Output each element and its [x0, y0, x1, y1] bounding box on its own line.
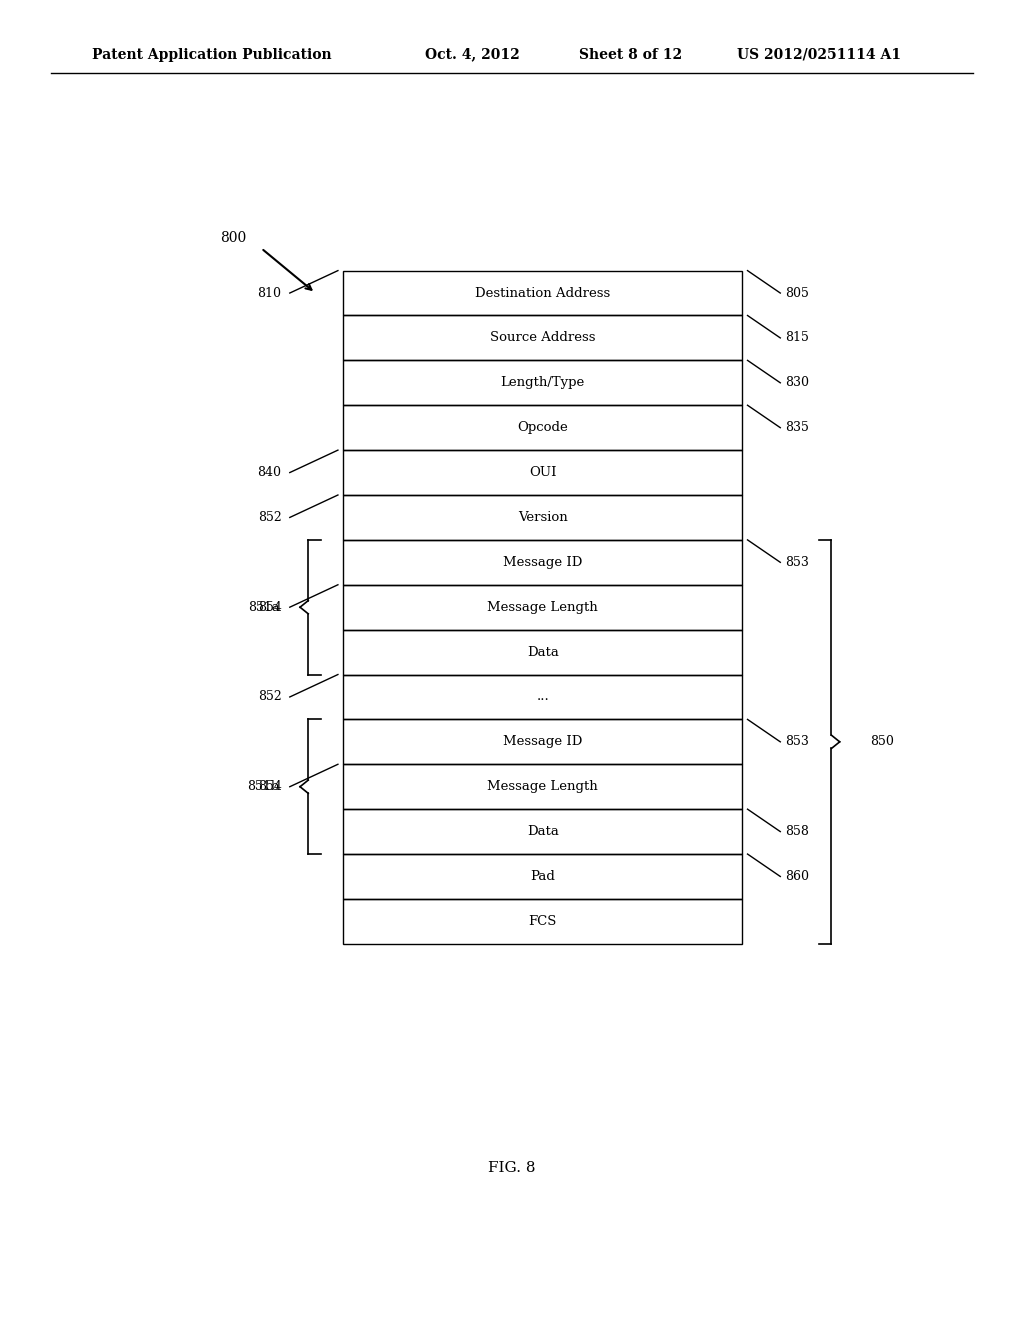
- Bar: [343, 854, 742, 899]
- Text: Patent Application Publication: Patent Application Publication: [92, 48, 332, 62]
- Text: 850: 850: [870, 735, 894, 748]
- Bar: [343, 271, 742, 315]
- Text: 860: 860: [785, 870, 809, 883]
- Text: Message Length: Message Length: [487, 601, 598, 614]
- Bar: [343, 585, 742, 630]
- Text: Message Length: Message Length: [487, 780, 598, 793]
- Text: 800: 800: [220, 231, 247, 246]
- Text: 815: 815: [785, 331, 809, 345]
- Text: 851b: 851b: [248, 780, 280, 793]
- Bar: [343, 899, 742, 944]
- Text: 854: 854: [258, 601, 282, 614]
- Bar: [343, 540, 742, 585]
- Text: 853: 853: [785, 735, 809, 748]
- Text: 851a: 851a: [248, 601, 280, 614]
- Bar: [343, 630, 742, 675]
- Text: Sheet 8 of 12: Sheet 8 of 12: [579, 48, 682, 62]
- Bar: [343, 495, 742, 540]
- Bar: [343, 360, 742, 405]
- Bar: [343, 675, 742, 719]
- Bar: [343, 405, 742, 450]
- Text: 810: 810: [258, 286, 282, 300]
- Text: 805: 805: [785, 286, 809, 300]
- Text: 830: 830: [785, 376, 809, 389]
- Text: ...: ...: [537, 690, 549, 704]
- Text: FCS: FCS: [528, 915, 557, 928]
- Text: Destination Address: Destination Address: [475, 286, 610, 300]
- Bar: [343, 450, 742, 495]
- Text: 853: 853: [785, 556, 809, 569]
- Bar: [343, 809, 742, 854]
- Text: Length/Type: Length/Type: [501, 376, 585, 389]
- Text: 858: 858: [785, 825, 809, 838]
- Text: Pad: Pad: [530, 870, 555, 883]
- Text: US 2012/0251114 A1: US 2012/0251114 A1: [737, 48, 901, 62]
- Text: 835: 835: [785, 421, 809, 434]
- Text: 852: 852: [258, 690, 282, 704]
- Bar: [343, 719, 742, 764]
- Text: Source Address: Source Address: [489, 331, 596, 345]
- Text: Oct. 4, 2012: Oct. 4, 2012: [425, 48, 520, 62]
- Text: Data: Data: [526, 645, 559, 659]
- Text: 854: 854: [258, 780, 282, 793]
- Text: Data: Data: [526, 825, 559, 838]
- Text: Opcode: Opcode: [517, 421, 568, 434]
- Text: 840: 840: [258, 466, 282, 479]
- Text: Version: Version: [518, 511, 567, 524]
- Bar: [343, 315, 742, 360]
- Bar: [343, 764, 742, 809]
- Text: FIG. 8: FIG. 8: [488, 1162, 536, 1175]
- Text: Message ID: Message ID: [503, 735, 583, 748]
- Text: Message ID: Message ID: [503, 556, 583, 569]
- Text: 852: 852: [258, 511, 282, 524]
- Text: OUI: OUI: [529, 466, 556, 479]
